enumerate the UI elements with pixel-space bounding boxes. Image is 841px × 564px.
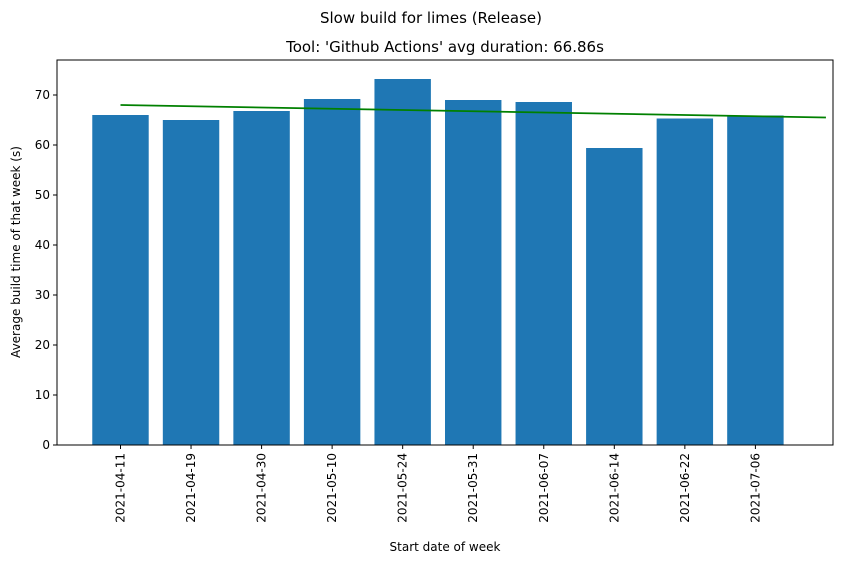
y-tick-label: 0 (42, 438, 50, 452)
x-axis-label: Start date of week (390, 540, 501, 554)
bar-2021-04-19 (162, 120, 220, 445)
plot-frame (56, 59, 834, 446)
x-tick-label: 2021-04-30 (255, 453, 269, 523)
bar-2021-06-22 (656, 118, 714, 445)
x-tick-label: 2021-04-19 (184, 453, 198, 523)
bar-2021-05-10 (303, 99, 361, 445)
x-tick-label: 2021-05-10 (325, 453, 339, 523)
trend-line-group (120, 104, 826, 119)
chart-title: Tool: 'Github Actions' avg duration: 66.… (285, 38, 604, 56)
trend-line (120, 104, 826, 119)
x-tick-label: 2021-04-11 (113, 453, 127, 523)
x-tick-label: 2021-06-14 (607, 453, 621, 523)
bars-group (92, 79, 784, 445)
bar-2021-06-14 (586, 148, 643, 445)
bar-2021-07-06 (727, 115, 784, 445)
x-tick-label: 2021-06-07 (537, 453, 551, 523)
bar-2021-05-31 (445, 100, 502, 445)
y-axis-label: Average build time of that week (s) (9, 146, 23, 358)
bar-2021-05-24 (374, 79, 431, 445)
y-tick-label: 30 (35, 288, 50, 302)
x-axis: 2021-04-11 2021-04-19 2021-04-30 2021-05-10… (113, 445, 762, 523)
y-tick-label: 20 (35, 338, 50, 352)
bar-2021-06-07 (515, 102, 572, 445)
x-tick-label: 2021-06-22 (678, 453, 692, 523)
y-tick-label: 60 (35, 138, 50, 152)
y-tick-label: 10 (35, 388, 50, 402)
x-tick-label: 2021-07-06 (748, 453, 762, 523)
bar-2021-04-30 (233, 111, 290, 445)
y-tick-label: 40 (35, 238, 50, 252)
x-tick-label: 2021-05-24 (396, 453, 410, 523)
bar-2021-04-11 (92, 115, 149, 445)
chart-suptitle: Slow build for limes (Release) (320, 9, 542, 27)
y-tick-label: 70 (35, 88, 50, 102)
x-tick-label: 2021-05-31 (466, 453, 480, 523)
y-axis: 0 10 20 30 40 50 60 70 (35, 88, 57, 452)
y-tick-label: 50 (35, 188, 50, 202)
